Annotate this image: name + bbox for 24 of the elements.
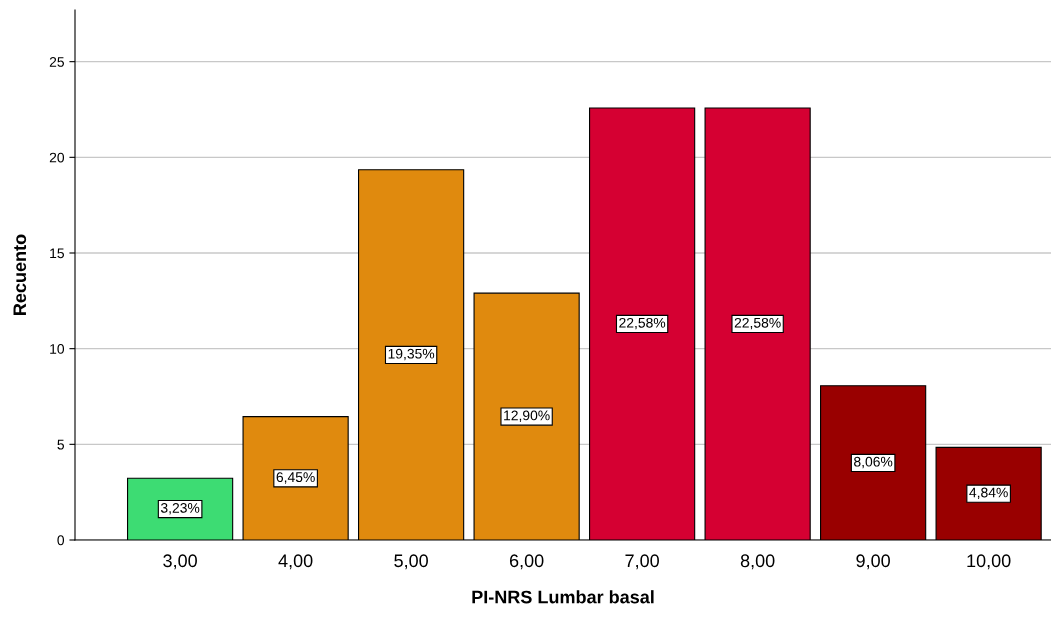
data-label: 12,90% [504, 410, 550, 422]
x-tick-label: 10,00 [967, 554, 1011, 570]
x-tick-label: 3,00 [163, 554, 197, 570]
data-label: 8,06% [854, 456, 893, 469]
x-tick-label: 4,00 [278, 554, 313, 570]
y-tick-label: 25 [49, 56, 64, 67]
x-tick-label: 5,00 [394, 554, 428, 570]
data-label: 4,84% [969, 487, 1008, 500]
data-label: 3,23% [160, 502, 200, 515]
data-label: 6,45% [276, 472, 315, 484]
x-axis-title: PI-NRS Lumbar basal [472, 590, 654, 604]
data-label: 19,35% [388, 348, 435, 361]
data-label: 22,58% [734, 317, 781, 330]
x-tick-label: 8,00 [740, 554, 775, 570]
y-tick-label: 10 [50, 344, 65, 354]
y-tick-label: 5 [57, 439, 64, 450]
y-tick-label: 15 [50, 248, 64, 259]
y-tick-label: 20 [49, 152, 65, 163]
y-tick-label: 0 [57, 535, 65, 546]
x-tick-label: 7,00 [625, 554, 659, 570]
x-tick-label: 9,00 [856, 554, 890, 570]
x-tick-label: 6,00 [509, 554, 544, 570]
y-axis-title: Recuento [13, 234, 27, 315]
data-label: 22,58% [619, 317, 666, 330]
